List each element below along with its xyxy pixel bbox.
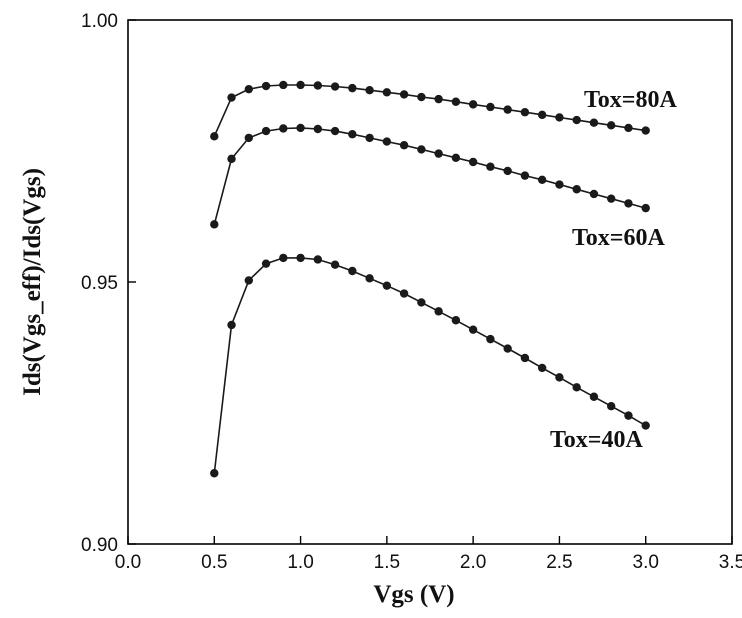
data-point [521, 354, 529, 362]
data-point [314, 81, 322, 89]
x-tick-label: 1.5 [374, 552, 400, 573]
data-point [434, 307, 442, 315]
series-label-tox80: Tox=80A [584, 87, 677, 113]
data-point [469, 158, 477, 166]
data-point [486, 103, 494, 111]
data-point [383, 281, 391, 289]
data-point [417, 298, 425, 306]
x-tick-label: 0.5 [201, 552, 227, 573]
data-point [555, 373, 563, 381]
x-axis-ticks: 0.0 0.5 1.0 1.5 2.0 2.5 3.0 3.5 [115, 536, 742, 573]
data-point [452, 316, 460, 324]
data-point [331, 127, 339, 135]
data-point [262, 82, 270, 90]
data-point [227, 321, 235, 329]
data-point [417, 145, 425, 153]
data-point [400, 141, 408, 149]
series-label-tox40: Tox=40A [550, 427, 643, 453]
x-tick-label: 3.0 [633, 552, 659, 573]
data-point [296, 81, 304, 89]
data-point [642, 204, 650, 212]
data-point [331, 261, 339, 269]
x-tick-label: 2.5 [546, 552, 572, 573]
data-point [296, 254, 304, 262]
data-point [245, 134, 253, 142]
y-axis-title: Ids(Vgs_eff)/Ids(Vgs) [19, 168, 46, 396]
data-point [590, 190, 598, 198]
data-point [348, 84, 356, 92]
data-point [503, 167, 511, 175]
series-layer [210, 81, 650, 478]
data-point [296, 124, 304, 132]
data-point [245, 85, 253, 93]
data-point [503, 105, 511, 113]
data-point [262, 127, 270, 135]
data-point [555, 113, 563, 121]
data-point [607, 121, 615, 129]
data-point [279, 254, 287, 262]
x-tick-label: 1.0 [287, 552, 313, 573]
data-point [279, 81, 287, 89]
data-point [400, 289, 408, 297]
data-point [262, 259, 270, 267]
x-tick-label: 3.5 [719, 552, 742, 573]
data-point [365, 134, 373, 142]
data-point [486, 335, 494, 343]
data-point [452, 98, 460, 106]
data-point [624, 411, 632, 419]
data-point [227, 93, 235, 101]
data-point [331, 82, 339, 90]
data-point [555, 180, 563, 188]
data-point [624, 199, 632, 207]
data-point [607, 194, 615, 202]
data-point [245, 276, 253, 284]
data-point [503, 344, 511, 352]
data-point [572, 185, 580, 193]
data-point [314, 255, 322, 263]
data-point [538, 364, 546, 372]
x-axis-title: Vgs (V) [373, 581, 454, 608]
data-point [314, 125, 322, 133]
data-point [400, 90, 408, 98]
data-point [348, 267, 356, 275]
data-point [486, 163, 494, 171]
data-point [365, 86, 373, 94]
data-point [538, 111, 546, 119]
series-Tox=60A [210, 124, 650, 229]
data-point [572, 383, 580, 391]
data-point [642, 126, 650, 134]
data-point [348, 130, 356, 138]
data-point [279, 124, 287, 132]
y-tick-label: 0.90 [81, 535, 118, 556]
series-label-tox60: Tox=60A [572, 225, 665, 251]
data-point [452, 154, 460, 162]
data-point [210, 469, 218, 477]
data-point [572, 116, 580, 124]
data-point [417, 93, 425, 101]
data-point [521, 108, 529, 116]
y-tick-label: 0.95 [81, 273, 118, 294]
data-point [383, 137, 391, 145]
data-point [607, 402, 615, 410]
data-point [521, 171, 529, 179]
data-point [469, 100, 477, 108]
data-point [210, 132, 218, 140]
data-point [210, 220, 218, 228]
data-point [624, 124, 632, 132]
data-point [590, 393, 598, 401]
y-tick-label: 1.00 [81, 11, 118, 32]
data-point [590, 119, 598, 127]
data-point [365, 274, 373, 282]
series-line [214, 128, 645, 224]
data-point [383, 88, 391, 96]
data-point [434, 95, 442, 103]
data-point [538, 176, 546, 184]
data-point [434, 149, 442, 157]
data-point [469, 325, 477, 333]
data-point [227, 155, 235, 163]
x-tick-label: 0.0 [115, 552, 141, 573]
x-tick-label: 2.0 [460, 552, 486, 573]
